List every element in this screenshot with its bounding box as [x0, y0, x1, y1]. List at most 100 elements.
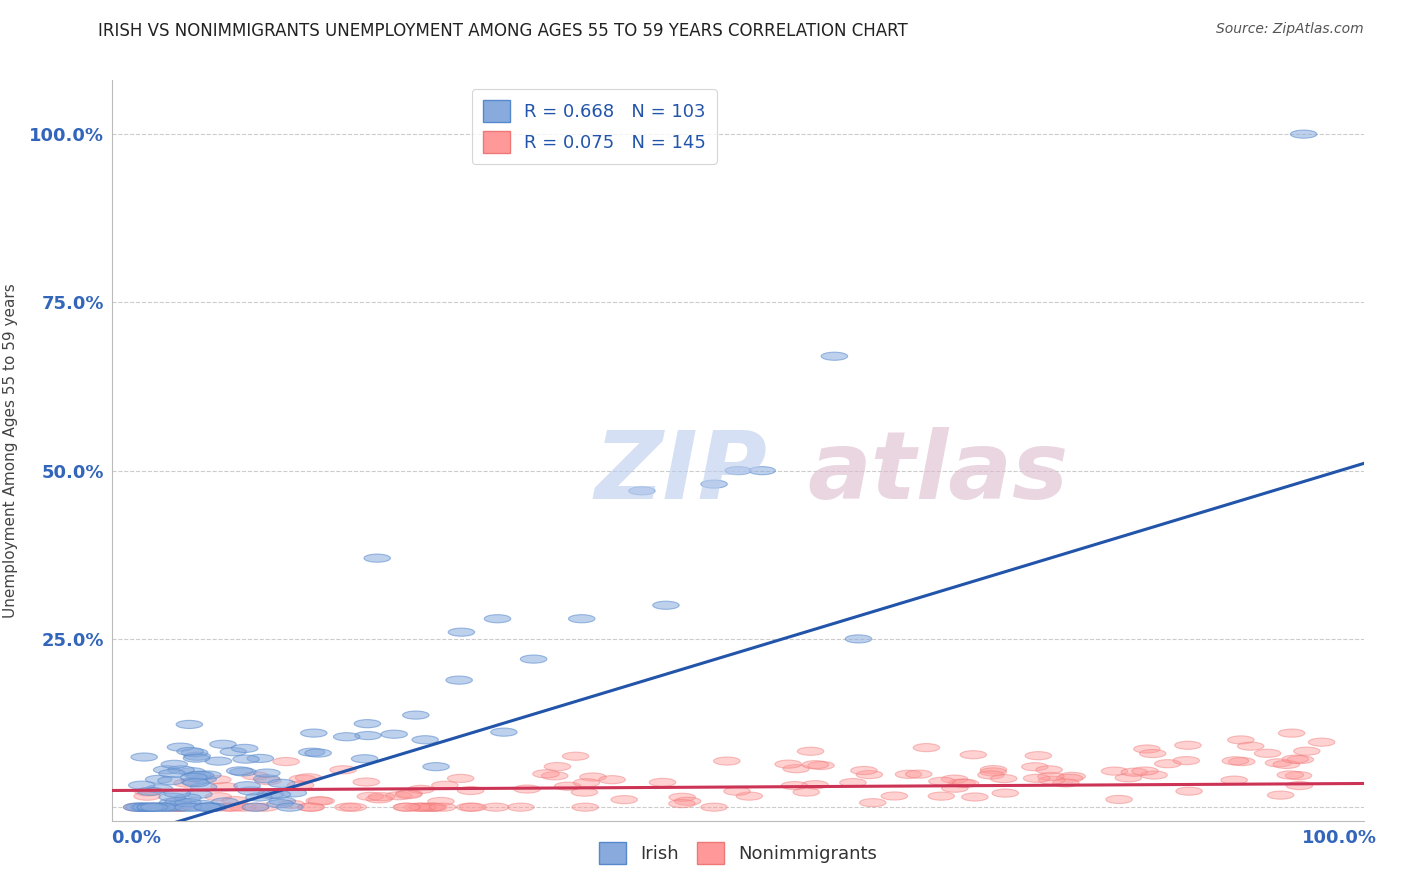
Ellipse shape: [129, 803, 156, 811]
Ellipse shape: [183, 779, 209, 787]
Ellipse shape: [264, 790, 291, 798]
Ellipse shape: [252, 803, 278, 811]
Ellipse shape: [396, 789, 422, 797]
Ellipse shape: [1115, 773, 1142, 782]
Ellipse shape: [1285, 772, 1312, 780]
Ellipse shape: [574, 779, 600, 787]
Ellipse shape: [141, 803, 167, 811]
Ellipse shape: [233, 755, 259, 764]
Ellipse shape: [132, 803, 159, 811]
Ellipse shape: [1237, 742, 1264, 750]
Ellipse shape: [352, 755, 378, 763]
Ellipse shape: [1222, 756, 1249, 765]
Ellipse shape: [1294, 747, 1320, 756]
Ellipse shape: [929, 777, 955, 786]
Ellipse shape: [170, 799, 195, 807]
Ellipse shape: [253, 775, 280, 783]
Ellipse shape: [124, 803, 150, 811]
Ellipse shape: [160, 798, 186, 806]
Ellipse shape: [333, 732, 360, 741]
Ellipse shape: [181, 748, 208, 756]
Ellipse shape: [990, 774, 1017, 782]
Ellipse shape: [508, 803, 534, 811]
Ellipse shape: [187, 772, 214, 780]
Ellipse shape: [246, 793, 273, 801]
Ellipse shape: [257, 790, 284, 798]
Ellipse shape: [669, 793, 696, 801]
Ellipse shape: [845, 635, 872, 643]
Ellipse shape: [165, 803, 190, 811]
Ellipse shape: [340, 803, 367, 811]
Ellipse shape: [138, 803, 165, 811]
Ellipse shape: [513, 785, 540, 793]
Ellipse shape: [980, 768, 1007, 776]
Ellipse shape: [229, 803, 256, 811]
Ellipse shape: [149, 803, 176, 811]
Ellipse shape: [724, 787, 751, 796]
Ellipse shape: [131, 753, 157, 761]
Ellipse shape: [194, 771, 221, 779]
Ellipse shape: [669, 799, 695, 807]
Ellipse shape: [737, 792, 762, 800]
Ellipse shape: [1101, 767, 1128, 775]
Ellipse shape: [446, 676, 472, 684]
Ellipse shape: [278, 800, 305, 808]
Ellipse shape: [1272, 760, 1299, 769]
Ellipse shape: [1133, 745, 1160, 753]
Ellipse shape: [162, 760, 187, 768]
Ellipse shape: [201, 803, 228, 811]
Ellipse shape: [179, 768, 205, 776]
Ellipse shape: [1105, 796, 1132, 804]
Ellipse shape: [460, 803, 486, 811]
Ellipse shape: [544, 763, 571, 771]
Ellipse shape: [183, 754, 209, 763]
Ellipse shape: [254, 777, 281, 785]
Ellipse shape: [145, 775, 172, 783]
Ellipse shape: [395, 790, 422, 798]
Ellipse shape: [385, 791, 412, 800]
Ellipse shape: [166, 797, 191, 805]
Ellipse shape: [801, 761, 828, 769]
Ellipse shape: [839, 779, 866, 787]
Ellipse shape: [962, 793, 988, 801]
Ellipse shape: [1265, 759, 1292, 767]
Ellipse shape: [856, 771, 883, 779]
Ellipse shape: [394, 803, 420, 811]
Ellipse shape: [423, 763, 450, 771]
Ellipse shape: [142, 803, 169, 811]
Ellipse shape: [1154, 760, 1181, 768]
Ellipse shape: [209, 740, 236, 748]
Ellipse shape: [675, 797, 702, 805]
Ellipse shape: [482, 803, 509, 811]
Legend: Irish, Nonimmigrants: Irish, Nonimmigrants: [592, 834, 884, 871]
Ellipse shape: [1025, 752, 1052, 760]
Ellipse shape: [307, 797, 332, 805]
Ellipse shape: [194, 803, 221, 811]
Ellipse shape: [554, 782, 581, 790]
Ellipse shape: [205, 793, 232, 801]
Ellipse shape: [149, 803, 174, 811]
Ellipse shape: [269, 797, 295, 805]
Ellipse shape: [572, 803, 599, 811]
Ellipse shape: [491, 728, 517, 736]
Ellipse shape: [135, 788, 162, 796]
Ellipse shape: [354, 720, 381, 728]
Ellipse shape: [368, 793, 395, 801]
Ellipse shape: [195, 803, 221, 811]
Ellipse shape: [174, 803, 201, 811]
Ellipse shape: [381, 731, 408, 739]
Ellipse shape: [238, 787, 264, 795]
Ellipse shape: [1036, 765, 1063, 774]
Ellipse shape: [782, 781, 807, 789]
Ellipse shape: [174, 798, 201, 806]
Ellipse shape: [290, 775, 316, 783]
Ellipse shape: [457, 803, 484, 811]
Ellipse shape: [912, 744, 939, 752]
Ellipse shape: [1254, 749, 1281, 757]
Ellipse shape: [169, 803, 194, 811]
Ellipse shape: [125, 803, 152, 811]
Ellipse shape: [155, 803, 181, 811]
Ellipse shape: [354, 731, 381, 739]
Ellipse shape: [599, 776, 626, 784]
Ellipse shape: [229, 768, 256, 776]
